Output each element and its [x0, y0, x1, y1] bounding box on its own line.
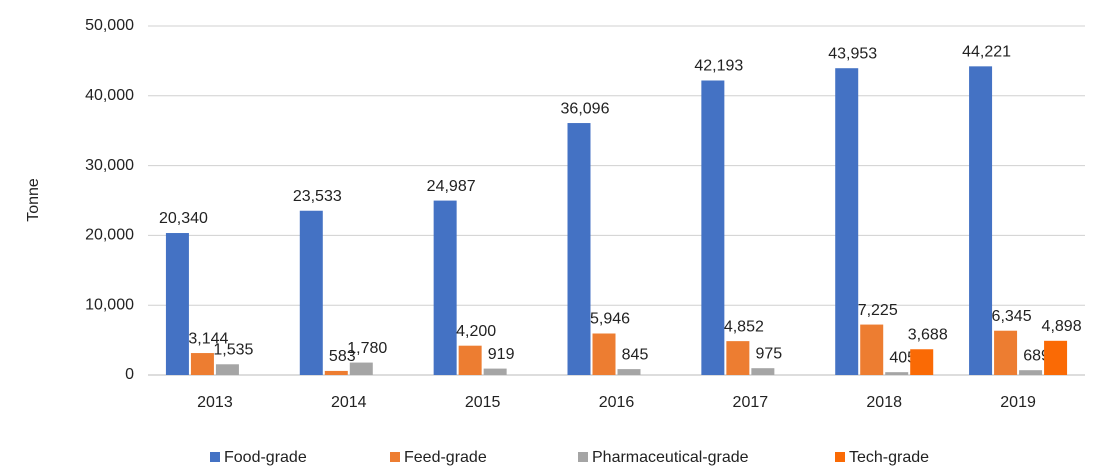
legend-label: Food-grade	[224, 449, 307, 466]
data-label: 36,096	[561, 100, 610, 117]
x-tick-label: 2015	[465, 394, 501, 411]
data-label: 405	[889, 349, 916, 366]
x-tick-label: 2017	[733, 394, 769, 411]
x-tick-label: 2019	[1000, 394, 1036, 411]
data-label: 1,780	[347, 340, 387, 357]
y-tick-label: 0	[125, 366, 134, 383]
bar	[324, 370, 348, 375]
bar	[433, 200, 457, 375]
bar	[190, 353, 214, 375]
data-label: 583	[329, 348, 356, 365]
bar	[592, 333, 616, 375]
x-tick-label: 2013	[197, 394, 233, 411]
legend-swatch	[210, 452, 220, 462]
data-label: 3,144	[188, 330, 228, 347]
data-label: 919	[488, 346, 515, 363]
data-label: 44,221	[962, 44, 1011, 61]
data-label: 5,946	[590, 311, 630, 328]
data-label: 3,688	[908, 326, 948, 343]
data-label: 4,898	[1042, 318, 1082, 335]
legend-swatch	[835, 452, 845, 462]
bar	[299, 210, 323, 375]
legend-label: Tech-grade	[849, 449, 929, 466]
y-tick-label: 10,000	[85, 296, 134, 313]
data-label: 1,535	[213, 342, 253, 359]
data-label: 20,340	[159, 210, 208, 227]
data-label: 24,987	[427, 178, 476, 195]
data-label: 4,200	[456, 323, 496, 340]
bar	[969, 66, 993, 376]
y-tick-label: 20,000	[85, 227, 134, 244]
bar	[567, 123, 591, 375]
bar	[751, 368, 775, 375]
x-tick-label: 2016	[599, 394, 635, 411]
y-tick-label: 40,000	[85, 87, 134, 104]
bar	[483, 368, 507, 375]
legend-swatch	[578, 452, 588, 462]
bar	[165, 233, 189, 375]
data-label: 845	[622, 346, 649, 363]
bar	[885, 372, 909, 375]
data-label: 7,225	[858, 302, 898, 319]
data-label: 975	[756, 345, 783, 362]
bar	[994, 330, 1018, 375]
data-label: 23,533	[293, 188, 342, 205]
bar	[726, 341, 750, 375]
data-label: 689	[1023, 347, 1050, 364]
legend-swatch	[390, 452, 400, 462]
bar	[910, 349, 934, 375]
data-label: 43,953	[828, 45, 877, 62]
bar	[458, 345, 482, 375]
bar	[349, 362, 373, 375]
bar	[1044, 340, 1068, 375]
bar	[617, 369, 641, 375]
data-label: 4,852	[724, 318, 764, 335]
bar	[860, 324, 884, 375]
bar	[701, 80, 725, 375]
bar	[835, 68, 859, 375]
y-tick-label: 50,000	[85, 17, 134, 34]
legend-label: Feed-grade	[404, 449, 487, 466]
x-tick-label: 2018	[866, 394, 902, 411]
bar	[215, 364, 239, 375]
bar	[1019, 370, 1043, 375]
y-axis-label: Tonne	[25, 178, 42, 222]
x-tick-label: 2014	[331, 394, 367, 411]
legend-label: Pharmaceutical-grade	[592, 449, 749, 466]
y-tick-label: 30,000	[85, 157, 134, 174]
data-label: 42,193	[694, 58, 743, 75]
data-label: 6,345	[992, 308, 1032, 325]
